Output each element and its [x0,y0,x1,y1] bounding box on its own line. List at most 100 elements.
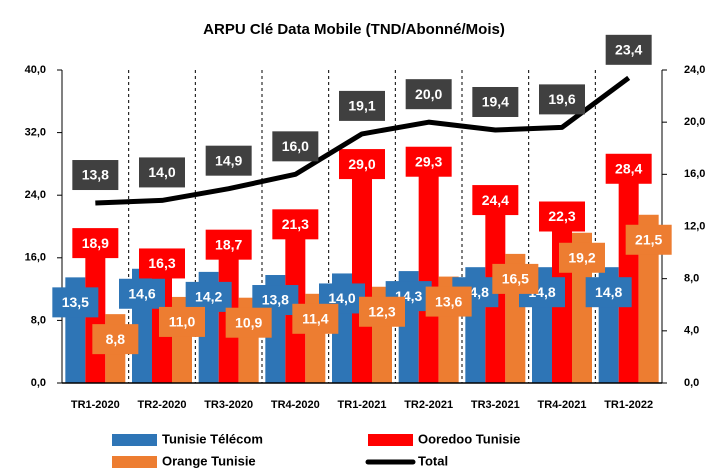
data-label-box [292,303,339,334]
legend-swatch [368,434,413,446]
data-label-text: 8,8 [106,331,126,347]
data-label: 20,0 [405,79,452,110]
data-label-text: 18,7 [215,236,242,252]
x-tick-label: TR4-2021 [538,399,587,411]
data-label-box [625,224,672,255]
x-tick-label: TR2-2021 [404,399,453,411]
data-label-box [559,242,605,273]
legend-label: Ooredoo Tunisie [418,431,520,446]
data-label-box [205,145,252,176]
data-label-box [472,86,519,117]
data-label-box [139,248,185,279]
data-label: 19,2 [559,242,605,273]
data-label-text: 13,8 [262,292,289,308]
data-label: 14,0 [319,283,365,314]
data-label-box [472,185,519,216]
data-label-text: 29,0 [348,156,375,172]
data-label-box [272,131,319,162]
data-label-box [339,90,385,121]
data-label: 13,8 [72,160,119,191]
data-label-box [159,306,205,337]
data-label: 10,9 [225,307,272,338]
legend-label: Orange Tunisie [162,453,256,468]
y2-tick-label: 24,0 [684,64,705,76]
data-label-text: 14,6 [128,285,155,301]
data-label-text: 22,3 [548,208,575,224]
data-label-box [585,277,632,308]
data-label-box [205,229,252,260]
data-label-text: 12,3 [368,303,395,319]
data-label: 28,4 [605,153,652,184]
bar [618,160,639,383]
y-tick-label: 16,0 [25,252,46,264]
data-label-text: 14,0 [148,164,175,180]
y-tick-label: 0,0 [31,377,46,389]
x-tick-label: TR1-2020 [71,399,120,411]
data-label-text: 14,2 [195,289,222,305]
data-label-box [539,84,585,115]
y2-tick-label: 4,0 [684,325,699,337]
data-label-text: 14,8 [595,284,622,300]
data-label-text: 19,4 [482,94,509,110]
x-tick-label: TR1-2022 [604,399,653,411]
data-label-box [425,286,472,317]
data-label-text: 23,4 [615,42,642,58]
data-label-text: 16,5 [502,271,529,287]
data-label-text: 19,1 [348,98,375,114]
y-tick-label: 32,0 [25,127,46,139]
data-label-text: 10,9 [235,314,262,330]
data-label: 16,0 [272,131,319,162]
data-label-text: 18,9 [82,235,109,251]
y2-tick-label: 12,0 [684,220,705,232]
data-label: 19,6 [539,84,585,115]
data-label: 24,4 [472,185,519,216]
y2-tick-label: 0,0 [684,377,699,389]
data-label-text: 29,3 [415,153,442,169]
data-label-text: 13,5 [62,294,89,310]
data-label-box [92,324,139,355]
x-tick-label: TR3-2020 [204,399,253,411]
x-tick-label: TR2-2020 [138,399,187,411]
x-tick-label: TR4-2020 [271,399,320,411]
data-label: 11,4 [292,303,339,334]
data-label-box [605,153,652,184]
data-label-text: 21,3 [282,216,309,232]
legend-swatch [112,456,157,468]
y-tick-label: 40,0 [25,64,46,76]
y2-tick-label: 8,0 [684,273,699,285]
data-label: 21,5 [625,224,672,255]
data-label-box [119,278,165,309]
legend-swatch [112,434,157,446]
legend-label: Total [418,453,448,468]
data-label: 14,2 [185,281,232,312]
y2-tick-label: 20,0 [684,116,705,128]
data-label: 14,6 [119,278,165,309]
data-label: 29,3 [405,146,452,177]
data-label-box [272,209,319,240]
data-label: 19,1 [339,90,385,121]
x-tick-label: TR1-2021 [338,399,387,411]
data-label: 8,8 [92,324,139,355]
data-label: 18,9 [72,228,119,259]
data-label: 13,6 [425,286,472,317]
data-label-box [225,307,272,338]
data-label-box [339,149,385,180]
data-label: 11,0 [159,306,205,337]
data-label-text: 11,0 [169,314,196,330]
y-tick-label: 24,0 [25,189,46,201]
data-label-text: 21,5 [635,231,662,247]
data-label-box [405,146,452,177]
data-label-text: 16,3 [148,255,175,271]
data-label: 13,5 [52,287,99,318]
data-label: 22,3 [539,201,585,232]
y-tick-label: 8,0 [31,314,46,326]
data-label-text: 14,0 [328,290,355,306]
data-label-text: 19,6 [548,91,575,107]
data-label-box [185,281,232,312]
data-label: 16,5 [492,263,539,294]
data-label-text: 16,0 [282,138,309,154]
data-label-box [492,263,539,294]
data-label: 19,4 [472,86,519,117]
y2-tick-label: 16,0 [684,168,705,180]
